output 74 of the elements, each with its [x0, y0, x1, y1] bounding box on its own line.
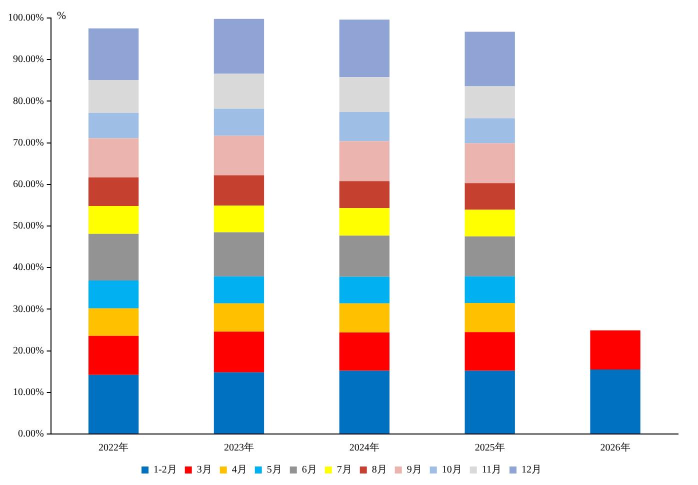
legend-label: 10月: [442, 464, 462, 476]
bar: [339, 77, 390, 112]
bar: [339, 276, 390, 304]
x-tick-label: 2022年: [98, 442, 129, 454]
y-tick-label: 50.00%: [12, 220, 44, 232]
bar: [88, 374, 139, 434]
bar: [464, 302, 515, 332]
bar: [464, 332, 515, 371]
bar: [339, 303, 390, 332]
y-tick-label: 20.00%: [12, 345, 44, 356]
bar: [339, 112, 390, 142]
legend-label: 11月: [482, 464, 502, 476]
bar: [464, 143, 515, 184]
bar: [339, 208, 390, 236]
legend-label: 4月: [232, 464, 247, 476]
bar: [214, 74, 264, 109]
bar: [464, 370, 515, 434]
legend-label: 8月: [372, 464, 387, 476]
bar: [88, 280, 139, 308]
bar: [214, 206, 264, 232]
y-axis-title: %: [56, 10, 66, 22]
bar: [88, 80, 139, 113]
bar: [464, 276, 515, 303]
bar: [464, 210, 515, 236]
y-tick-label: 90.00%: [12, 54, 44, 66]
bar: [214, 372, 264, 434]
bar: [339, 181, 390, 208]
bar: [214, 136, 264, 176]
bar: [214, 175, 264, 206]
bar: [88, 112, 139, 138]
bar: [214, 108, 264, 136]
x-tick-label: 2023年: [224, 442, 254, 454]
bar: [88, 308, 139, 336]
bar: [88, 28, 139, 80]
x-tick-label: 2025年: [474, 442, 505, 454]
bar: [214, 232, 264, 276]
legend-label: 1-2月: [154, 464, 177, 476]
bar: [339, 20, 390, 78]
bar: [590, 370, 640, 434]
bar: [464, 236, 515, 276]
bar: [590, 330, 640, 370]
y-tick-label: 100.00%: [8, 12, 44, 24]
bar: [464, 32, 515, 86]
bar: [88, 206, 139, 234]
bar: [339, 236, 390, 277]
bar: [88, 177, 139, 206]
legend-label: 5月: [266, 464, 282, 476]
bar: [464, 86, 515, 118]
bar: [88, 234, 139, 280]
legend-label: 7月: [336, 464, 352, 476]
bar: [339, 332, 390, 371]
x-tick-label: 2026年: [600, 442, 630, 454]
bar: [214, 303, 264, 332]
y-tick-label: 0.00%: [18, 428, 44, 440]
bar: [464, 118, 515, 144]
x-tick-label: 2024年: [349, 442, 380, 454]
y-tick-label: 10.00%: [12, 387, 44, 398]
bar: [339, 141, 390, 182]
bar: [339, 370, 390, 434]
y-tick-label: 30.00%: [12, 304, 44, 315]
legend-label: 12月: [521, 464, 542, 476]
bar: [88, 138, 139, 178]
legend-label: 9月: [406, 464, 422, 476]
y-tick-label: 70.00%: [12, 137, 44, 148]
y-tick-label: 60.00%: [12, 179, 44, 190]
bar: [214, 276, 264, 304]
bar: [214, 332, 264, 372]
y-tick-label: 80.00%: [12, 96, 44, 107]
legend-label: 6月: [302, 464, 317, 476]
bar: [214, 18, 264, 74]
legend-label: 3月: [196, 464, 212, 476]
y-tick-label: 40.00%: [12, 262, 44, 274]
bar: [464, 183, 515, 210]
bar: [88, 336, 139, 375]
